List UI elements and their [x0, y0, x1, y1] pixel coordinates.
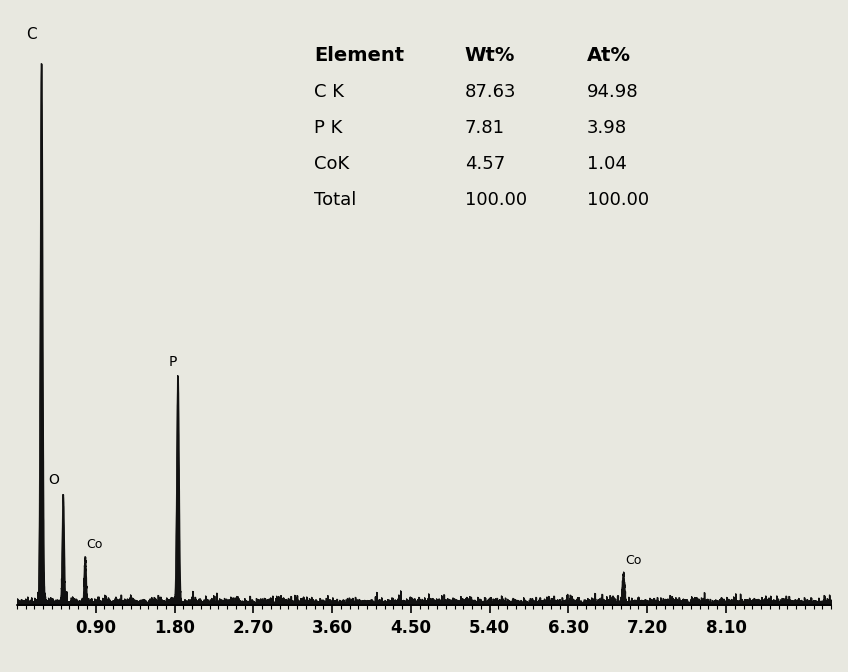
Text: Total: Total — [314, 192, 356, 210]
Text: 94.98: 94.98 — [587, 83, 639, 101]
Text: Wt%: Wt% — [465, 46, 515, 65]
Text: CoK: CoK — [314, 155, 349, 173]
Text: Co: Co — [625, 554, 641, 567]
Text: P: P — [168, 355, 176, 370]
Text: C K: C K — [314, 83, 344, 101]
Text: 100.00: 100.00 — [587, 192, 649, 210]
Text: Element: Element — [314, 46, 404, 65]
Text: C: C — [26, 27, 36, 42]
Text: 100.00: 100.00 — [465, 192, 527, 210]
Text: 7.81: 7.81 — [465, 119, 505, 137]
Text: 4.57: 4.57 — [465, 155, 505, 173]
Text: Co: Co — [86, 538, 103, 551]
Text: 87.63: 87.63 — [465, 83, 516, 101]
Text: O: O — [48, 473, 59, 487]
Text: 1.04: 1.04 — [587, 155, 627, 173]
Text: 3.98: 3.98 — [587, 119, 627, 137]
Text: P K: P K — [314, 119, 343, 137]
Text: At%: At% — [587, 46, 631, 65]
